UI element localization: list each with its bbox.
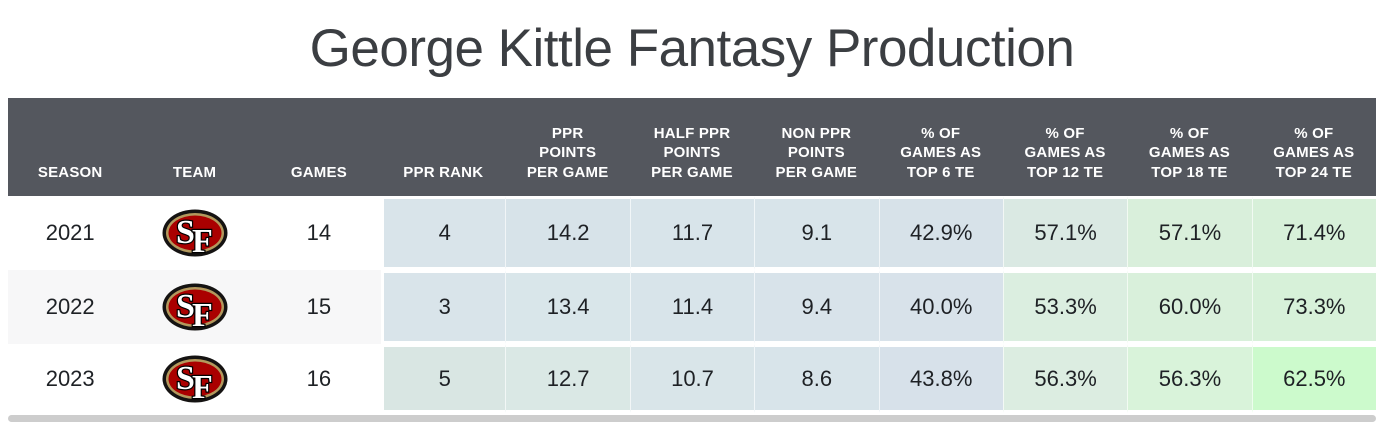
column-header-half-ppr-ppg: HALF PPR POINTS PER GAME xyxy=(651,124,733,182)
column-header-season: SEASON xyxy=(37,164,103,182)
table-row-2022: 2022 15 3 13.4 11.4 9.4 40.0% 53.3% 60.0… xyxy=(8,270,1376,344)
top12-pct-cell: 53.3% xyxy=(1002,270,1128,344)
ppr-ppg-cell: 12.7 xyxy=(505,344,630,413)
ppr-rank-cell: 3 xyxy=(381,270,506,344)
half-ppr-ppg-cell: 11.4 xyxy=(629,270,755,344)
column-header-team: TEAM xyxy=(172,164,217,182)
games-cell: 15 xyxy=(306,294,332,319)
sf-49ers-logo-icon xyxy=(161,209,228,257)
column-header-top12-pct: % OF GAMES AS TOP 12 TE xyxy=(1024,124,1106,182)
half-ppr-ppg-cell: 10.7 xyxy=(629,344,755,413)
top18-pct-cell: 56.3% xyxy=(1127,344,1252,413)
games-cell: 14 xyxy=(306,220,332,245)
top24-pct-cell: 71.4% xyxy=(1251,196,1376,270)
ppr-rank-cell: 4 xyxy=(381,196,506,270)
non-ppr-ppg-cell: 8.6 xyxy=(754,344,879,413)
fantasy-production-table: SEASON TEAM GAMES PPR RANK PPR POINTS PE… xyxy=(8,98,1376,413)
non-ppr-ppg-cell: 9.4 xyxy=(754,270,879,344)
column-header-ppr-rank: PPR RANK xyxy=(403,164,484,182)
top6-pct-cell: 40.0% xyxy=(878,270,1003,344)
ppr-rank-cell: 5 xyxy=(381,344,506,413)
column-header-ppr-ppg: PPR POINTS PER GAME xyxy=(526,124,609,182)
ppr-ppg-cell: 13.4 xyxy=(505,270,630,344)
top12-pct-cell: 56.3% xyxy=(1002,344,1128,413)
non-ppr-ppg-cell: 9.1 xyxy=(754,196,879,270)
top18-pct-cell: 60.0% xyxy=(1127,270,1252,344)
games-cell: 16 xyxy=(306,365,332,391)
horizontal-scrollbar[interactable] xyxy=(8,415,1376,422)
table-header-row: SEASON TEAM GAMES PPR RANK PPR POINTS PE… xyxy=(8,98,1376,196)
team-cell xyxy=(132,196,256,270)
table-row-2021: 2021 14 4 14.2 11.7 9.1 42.9% 57.1% 57.1… xyxy=(8,196,1376,270)
half-ppr-ppg-cell: 11.7 xyxy=(629,196,755,270)
page-title: George Kittle Fantasy Production xyxy=(309,19,1075,78)
column-header-games: GAMES xyxy=(290,164,347,182)
ppr-ppg-cell: 14.2 xyxy=(505,196,630,270)
top24-pct-cell: 73.3% xyxy=(1251,270,1376,344)
top12-pct-cell: 57.1% xyxy=(1002,196,1128,270)
season-cell: 2022 xyxy=(45,294,95,319)
season-cell: 2023 xyxy=(45,365,95,391)
top24-pct-cell: 62.5% xyxy=(1251,344,1376,413)
column-header-top24-pct: % OF GAMES AS TOP 24 TE xyxy=(1273,124,1355,182)
team-cell xyxy=(132,270,256,344)
top6-pct-cell: 43.8% xyxy=(878,344,1003,413)
page: George Kittle Fantasy Production SEASON … xyxy=(0,16,1384,422)
top6-pct-cell: 42.9% xyxy=(878,196,1003,270)
column-header-top18-pct: % OF GAMES AS TOP 18 TE xyxy=(1148,124,1230,182)
column-header-top6-pct: % OF GAMES AS TOP 6 TE xyxy=(900,124,982,182)
team-cell xyxy=(132,344,256,413)
table-row-2023: 2023 16 5 12.7 10.7 8.6 43.8% 56.3% 56.3… xyxy=(8,344,1376,413)
sf-49ers-logo-icon xyxy=(161,354,228,403)
season-cell: 2021 xyxy=(45,220,95,245)
sf-49ers-logo-icon xyxy=(161,283,228,331)
column-header-non-ppr-ppg: NON PPR POINTS PER GAME xyxy=(775,124,858,182)
top18-pct-cell: 57.1% xyxy=(1127,196,1252,270)
